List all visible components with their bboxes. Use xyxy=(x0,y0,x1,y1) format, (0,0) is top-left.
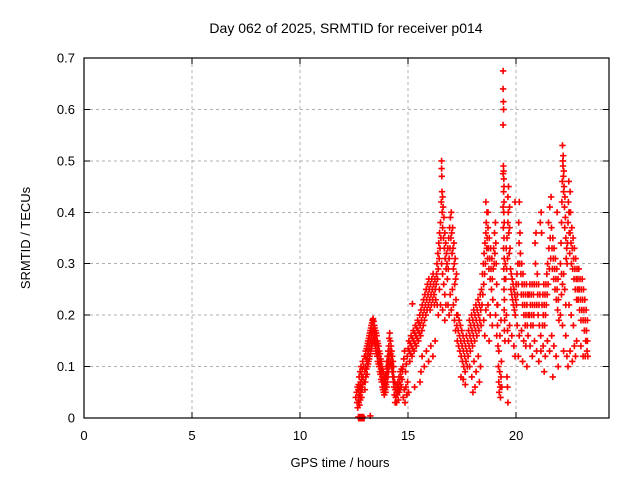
y-tick-label: 0.2 xyxy=(57,308,75,323)
tick-labels: 0 5 10 15 20 0 0.1 0.2 0.3 0.4 0.5 0.6 0.7 xyxy=(57,51,523,444)
scatter-plus-markers xyxy=(352,67,591,421)
y-tick-label: 0.6 xyxy=(57,102,75,117)
x-tick-label: 10 xyxy=(293,428,307,443)
scatter-points xyxy=(352,67,591,422)
y-tick-label: 0.4 xyxy=(57,205,75,220)
y-tick-label: 0.5 xyxy=(57,153,75,168)
x-tick-label: 5 xyxy=(188,428,195,443)
gridlines xyxy=(84,58,609,418)
x-axis-label: GPS time / hours xyxy=(291,455,390,470)
y-tick-label: 0.7 xyxy=(57,51,75,66)
plot-border xyxy=(83,57,610,419)
axis-ticks xyxy=(83,57,609,419)
y-tick-label: 0.3 xyxy=(57,256,75,271)
x-tick-label: 15 xyxy=(401,428,415,443)
y-tick-label: 0.1 xyxy=(57,359,75,374)
chart-title: Day 062 of 2025, SRMTID for receiver p01… xyxy=(209,20,482,36)
y-axis-label: SRMTID / TECUs xyxy=(18,186,33,289)
x-tick-label: 0 xyxy=(80,428,87,443)
x-tick-label: 20 xyxy=(509,428,523,443)
y-tick-label: 0 xyxy=(68,411,75,426)
